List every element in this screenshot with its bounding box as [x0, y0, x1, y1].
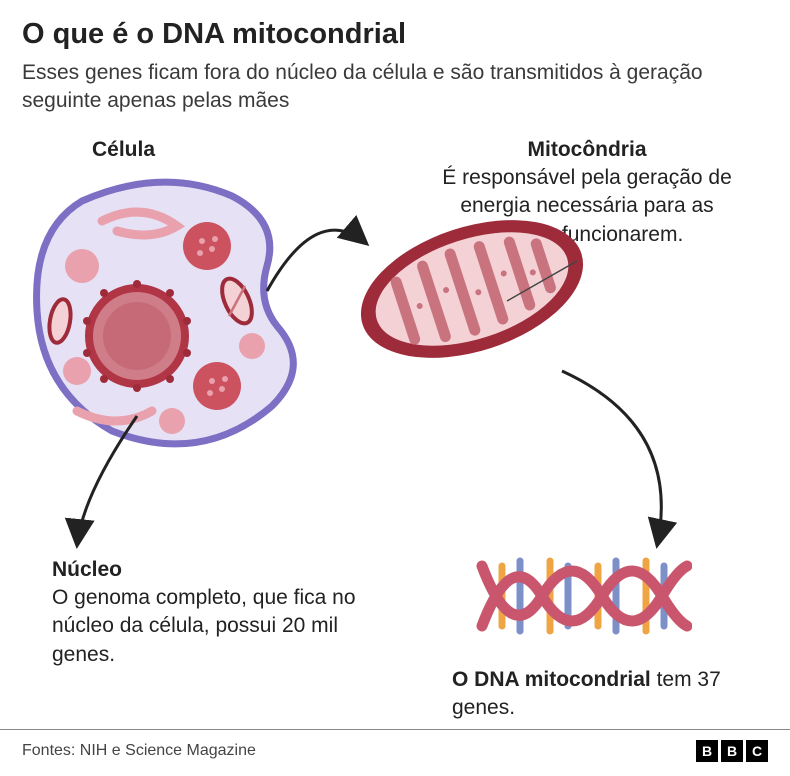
footer: Fontes: NIH e Science Magazine BBC — [0, 729, 790, 776]
dna-label-block: O DNA mitocondrial tem 37 genes. — [452, 666, 752, 723]
bbc-logo: BBC — [696, 740, 768, 762]
dna-label: O DNA mitocondrial — [452, 668, 651, 691]
diagram-canvas: Célula Mitocôndria É responsável pela ge… — [22, 126, 768, 736]
mito-label: Mitocôndria — [427, 136, 747, 164]
cell-label: Célula — [92, 136, 155, 164]
cell-illustration — [22, 171, 312, 461]
page-title: O que é o DNA mitocondrial — [22, 18, 768, 51]
nucleus-label-block: Núcleo O genoma completo, que fica no nú… — [52, 556, 372, 669]
nucleus-label: Núcleo — [52, 556, 372, 584]
source-text: Fontes: NIH e Science Magazine — [22, 742, 256, 760]
nucleus-desc: O genoma completo, que fica no núcleo da… — [52, 586, 356, 666]
dna-illustration — [472, 531, 692, 661]
mitochondria-illustration — [347, 204, 597, 374]
page-subtitle: Esses genes ficam fora do núcleo da célu… — [22, 59, 742, 116]
